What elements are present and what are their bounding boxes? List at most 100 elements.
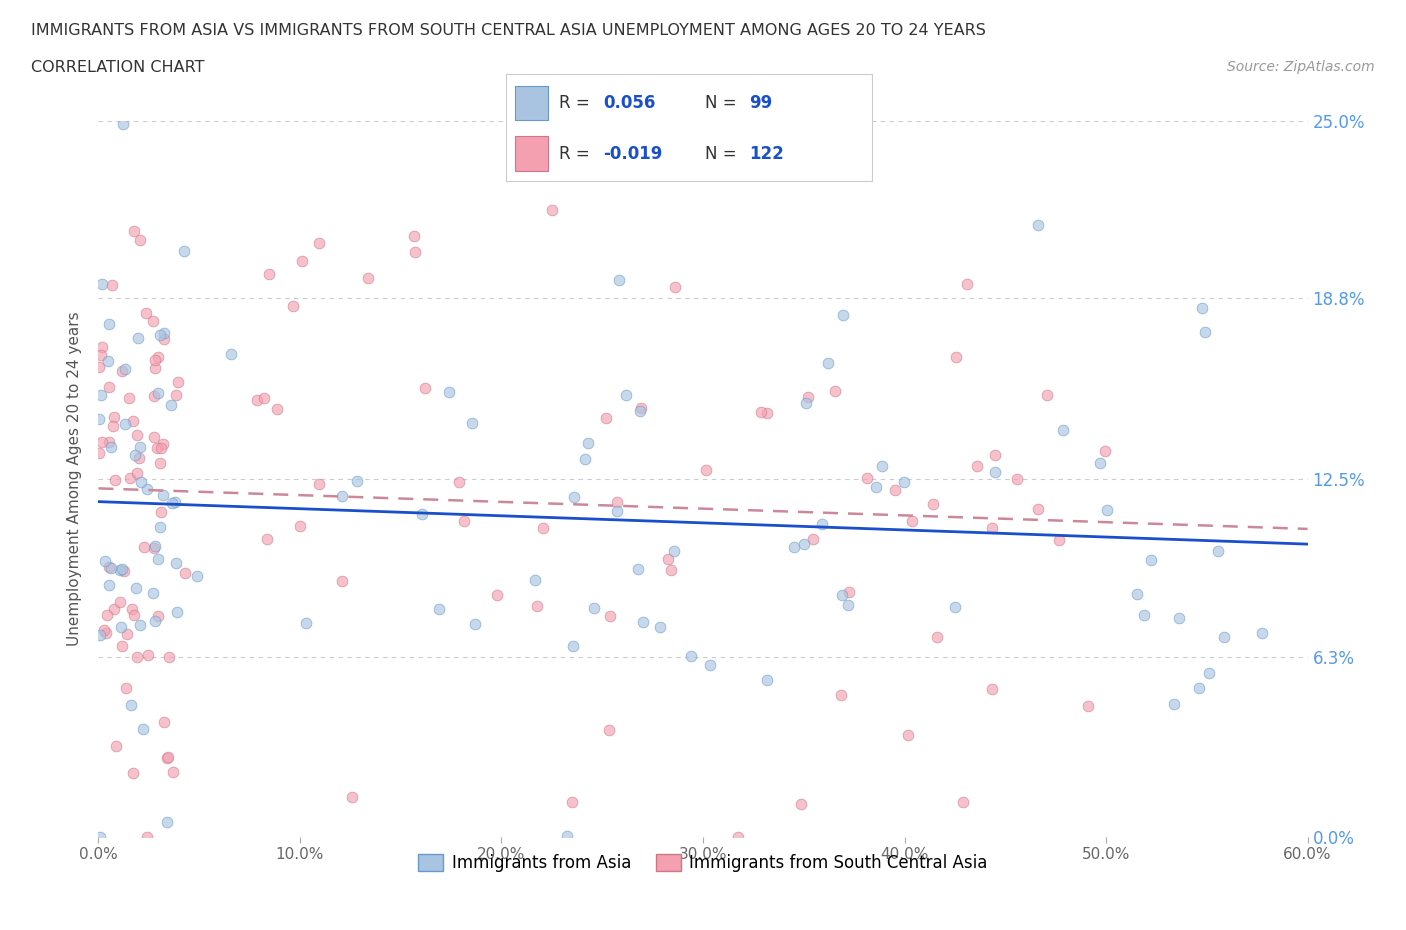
Point <box>659 563 682 578</box>
Point <box>97 560 120 575</box>
Text: R =: R = <box>560 94 595 113</box>
Point <box>824 383 846 398</box>
Point <box>143 361 166 376</box>
Point <box>124 447 146 462</box>
Point <box>122 414 145 429</box>
Point <box>98 317 121 332</box>
Point <box>595 411 617 426</box>
Point <box>447 474 470 489</box>
Point <box>1250 626 1272 641</box>
Point <box>749 405 772 419</box>
Point <box>679 649 702 664</box>
Point <box>142 313 165 328</box>
Point <box>404 245 426 259</box>
Point <box>664 280 686 295</box>
Point <box>295 615 318 630</box>
Text: N =: N = <box>706 144 742 163</box>
Point <box>100 561 122 576</box>
Point <box>111 562 134 577</box>
Point <box>831 587 853 602</box>
Point <box>105 738 128 753</box>
Point <box>127 428 149 443</box>
Point <box>1047 532 1070 547</box>
Point <box>162 764 184 779</box>
Point <box>156 750 179 764</box>
Point <box>1133 607 1156 622</box>
Point <box>90 388 112 403</box>
Point <box>149 328 172 343</box>
Point <box>128 450 150 465</box>
Point <box>160 397 183 412</box>
Point <box>1077 698 1099 713</box>
Point <box>952 794 974 809</box>
Point <box>811 516 834 531</box>
Point <box>148 608 170 623</box>
Point <box>797 390 820 405</box>
Point <box>122 607 145 622</box>
Point <box>796 396 818 411</box>
Point <box>89 628 111 643</box>
Point <box>219 347 242 362</box>
Point <box>883 483 905 498</box>
Point <box>288 518 311 533</box>
Point <box>1191 300 1213 315</box>
Point <box>427 602 450 617</box>
Point <box>945 349 967 364</box>
Point <box>606 504 628 519</box>
Point <box>127 330 149 345</box>
Text: IMMIGRANTS FROM ASIA VS IMMIGRANTS FROM SOUTH CENTRAL ASIA UNEMPLOYMENT AMONG AG: IMMIGRANTS FROM ASIA VS IMMIGRANTS FROM … <box>31 23 986 38</box>
Point <box>256 532 278 547</box>
Point <box>413 380 436 395</box>
Point <box>143 540 166 555</box>
Point <box>330 488 353 503</box>
Point <box>865 479 887 494</box>
Point <box>118 391 141 405</box>
Point <box>142 430 165 445</box>
Point <box>153 331 176 346</box>
Point <box>166 604 188 619</box>
Point <box>966 458 988 473</box>
Point <box>93 622 115 637</box>
Point <box>89 359 111 374</box>
Point <box>174 565 197 580</box>
Point <box>583 600 606 615</box>
Point <box>90 348 112 363</box>
Point <box>118 471 141 485</box>
Point <box>150 441 173 456</box>
Point <box>143 352 166 367</box>
Point <box>1206 544 1229 559</box>
Point <box>132 539 155 554</box>
Point <box>727 830 749 844</box>
Point <box>149 456 172 471</box>
Point <box>152 437 174 452</box>
Point <box>598 723 620 737</box>
Point <box>97 353 120 368</box>
Point <box>253 391 276 405</box>
Point <box>817 355 839 370</box>
Point <box>801 531 824 546</box>
Point <box>111 638 134 653</box>
Point <box>531 520 554 535</box>
Point <box>143 539 166 554</box>
Point <box>153 326 176 340</box>
Point <box>922 497 945 512</box>
Point <box>984 464 1007 479</box>
Point <box>125 465 148 480</box>
Point <box>165 388 187 403</box>
Point <box>461 416 484 431</box>
Point <box>340 790 363 804</box>
Point <box>87 412 110 427</box>
Point <box>756 405 779 420</box>
Point <box>129 232 152 247</box>
Point <box>832 308 855 323</box>
Point <box>411 507 433 522</box>
Point <box>246 392 269 407</box>
Point <box>1036 388 1059 403</box>
Point <box>121 602 143 617</box>
Point <box>120 698 142 713</box>
Text: Source: ZipAtlas.com: Source: ZipAtlas.com <box>1227 60 1375 74</box>
Point <box>89 830 111 844</box>
Point <box>165 555 187 570</box>
Point <box>332 574 354 589</box>
Text: N =: N = <box>706 94 742 113</box>
